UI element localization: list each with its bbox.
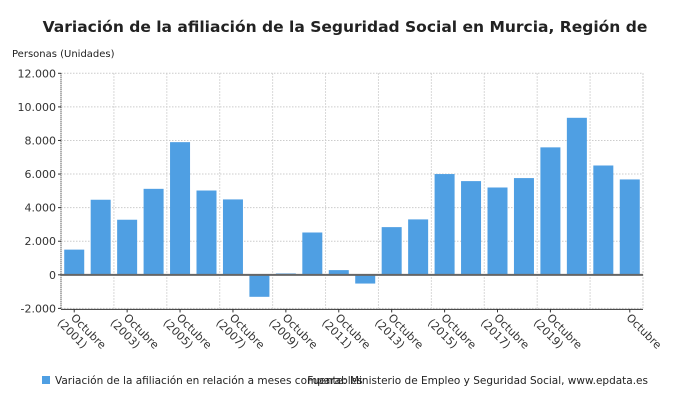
bar — [461, 181, 482, 275]
x-tick-label: Octubre(2017) — [478, 307, 532, 361]
x-tick-label: Octubre(2005) — [160, 307, 214, 361]
y-tick-label: 6.000 — [25, 168, 57, 181]
bar — [196, 190, 217, 275]
bar — [355, 274, 376, 284]
bar — [434, 174, 455, 275]
bar — [381, 227, 402, 275]
bar — [117, 219, 138, 275]
bar — [90, 199, 111, 275]
bar — [566, 117, 587, 275]
bar — [64, 249, 85, 275]
legend-label: Variación de la afiliación en relación a… — [55, 375, 363, 387]
x-tick-label: Octubre(2019) — [531, 307, 585, 361]
bar — [487, 187, 508, 275]
bar — [540, 147, 561, 275]
x-tick-label: Octubre(2003) — [108, 307, 162, 361]
source-text: Fuente: Ministerio de Empleo y Seguridad… — [307, 375, 648, 387]
x-tick-label: Octubre(2009) — [266, 307, 320, 361]
x-tick-label: Octubre(2001) — [55, 307, 109, 361]
bar — [249, 274, 270, 297]
bar — [222, 199, 243, 275]
y-tick-label: 8.000 — [25, 134, 57, 147]
y-tick-label: 4.000 — [25, 202, 57, 215]
y-tick-label: 10.000 — [18, 101, 57, 114]
bar — [593, 165, 614, 275]
bar — [408, 219, 429, 275]
x-tick-label: Octubre(2011) — [319, 307, 373, 361]
bar — [170, 142, 191, 275]
y-tick-label: 12.000 — [18, 67, 57, 80]
y-tick-label: -2.000 — [21, 302, 56, 315]
bar — [619, 179, 640, 275]
chart-title: Variación de la afiliación de la Segurid… — [43, 18, 648, 36]
legend-swatch — [42, 376, 50, 384]
bar — [328, 270, 349, 275]
y-axis-label: Personas (Unidades) — [12, 49, 115, 60]
y-tick-label: 2.000 — [25, 235, 57, 248]
bar — [302, 232, 323, 275]
bar — [143, 188, 164, 275]
x-tick-label: Octubre(2007) — [213, 307, 267, 361]
bar — [513, 178, 534, 275]
x-tick-label: Octubre(2015) — [425, 307, 479, 361]
y-tick-label: 0 — [49, 269, 56, 282]
x-tick-label: Octubre(2013) — [372, 307, 426, 361]
x-tick-label: Octubre — [624, 311, 664, 351]
